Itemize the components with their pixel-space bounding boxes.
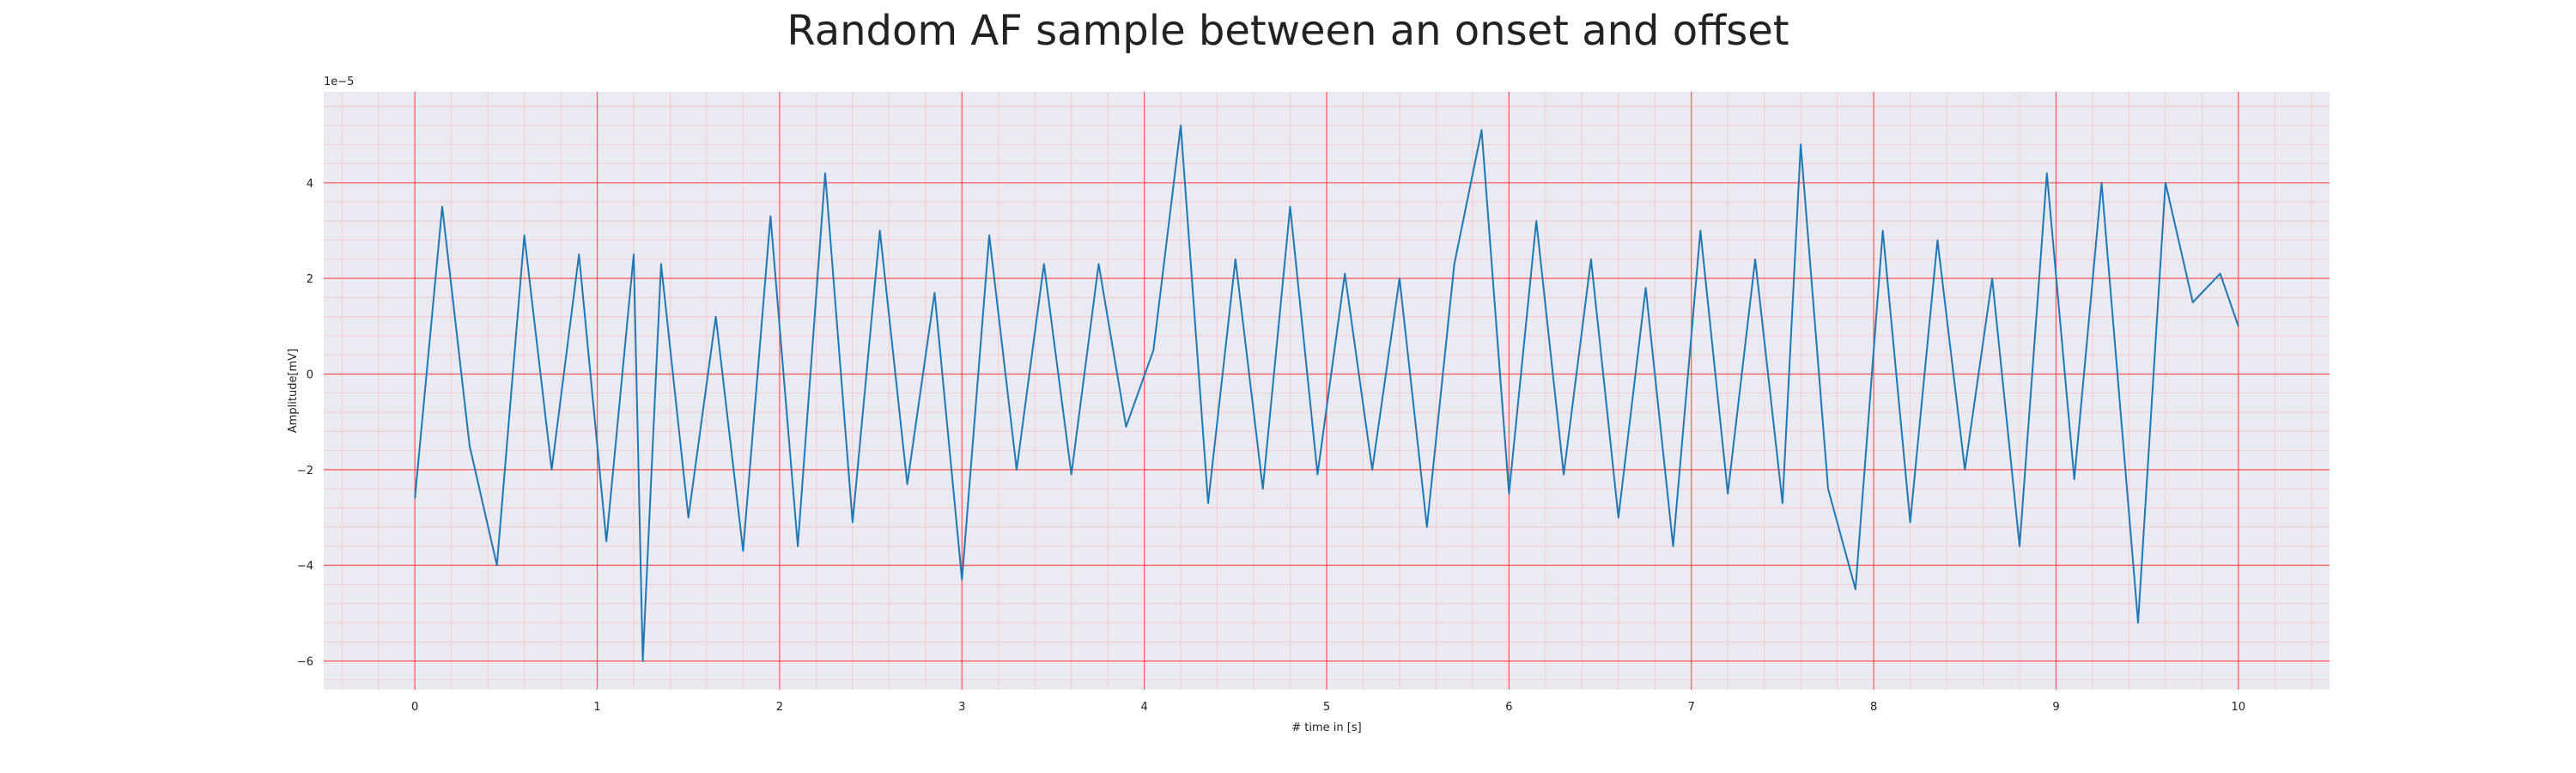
- x-tick-label: 4: [1140, 701, 1147, 714]
- x-tick-label: 6: [1505, 701, 1512, 714]
- y-tick-label: 0: [307, 369, 313, 382]
- x-tick-label: 7: [1688, 701, 1695, 714]
- y-tick-label: 4: [307, 178, 313, 191]
- x-tick-label: 9: [2052, 701, 2059, 714]
- y-tick-label: −2: [297, 465, 313, 478]
- x-tick-labels: 0 1 2 3 4 5 6 7 8 9 10: [411, 701, 2245, 714]
- x-tick-label: 2: [776, 701, 783, 714]
- x-tick-label: 3: [958, 701, 965, 714]
- major-grid: [324, 92, 2330, 690]
- x-tick-label: 10: [2232, 701, 2246, 714]
- x-axis-label: # time in [s]: [1291, 721, 1361, 734]
- x-tick-label: 1: [593, 701, 600, 714]
- series-line-0: [414, 125, 2239, 662]
- x-tick-label: 8: [1870, 701, 1877, 714]
- y-offset-text: 1e−5: [324, 76, 354, 88]
- y-axis-label: Amplitude[mV]: [287, 349, 300, 433]
- y-tick-label: −6: [297, 656, 313, 669]
- y-tick-label: 2: [307, 273, 313, 286]
- x-tick-label: 5: [1323, 701, 1330, 714]
- series-layer: [414, 125, 2239, 662]
- chart-title: Random AF sample between an onset and of…: [787, 7, 1789, 55]
- y-tick-label: −4: [297, 560, 313, 573]
- y-tick-labels: −6 −4 −2 0 2 4: [297, 178, 313, 669]
- x-tick-label: 0: [411, 701, 418, 714]
